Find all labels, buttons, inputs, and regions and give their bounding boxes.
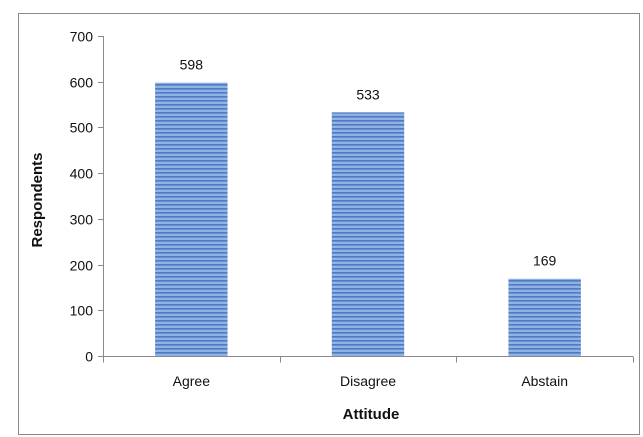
y-tick-label: 100 <box>70 303 94 319</box>
bar <box>508 278 581 356</box>
data-labels: 598 533 169 <box>180 57 557 269</box>
bar <box>155 82 228 356</box>
bar <box>331 112 405 356</box>
y-tick-label: 700 <box>70 29 94 45</box>
chart-frame <box>18 13 640 435</box>
data-label: 169 <box>533 253 557 269</box>
y-tick-label: 400 <box>70 166 94 182</box>
y-tick-label: 200 <box>70 258 94 274</box>
y-axis: 0 100 200 300 400 500 600 700 <box>70 29 104 365</box>
bars <box>155 82 581 356</box>
data-label: 598 <box>180 57 204 73</box>
x-axis: Agree Disagree Abstain <box>103 356 634 389</box>
x-axis-title: Attitude <box>343 406 400 423</box>
x-tick-label: Agree <box>173 373 211 389</box>
data-label: 533 <box>356 86 380 102</box>
y-tick-label: 500 <box>70 120 94 136</box>
x-tick-label: Abstain <box>521 373 568 389</box>
y-tick-label: 600 <box>70 75 94 91</box>
y-axis-title: Respondents <box>29 152 46 247</box>
x-tick-label: Disagree <box>340 373 396 389</box>
y-tick-label: 0 <box>85 349 93 365</box>
y-tick-label: 300 <box>70 212 94 228</box>
